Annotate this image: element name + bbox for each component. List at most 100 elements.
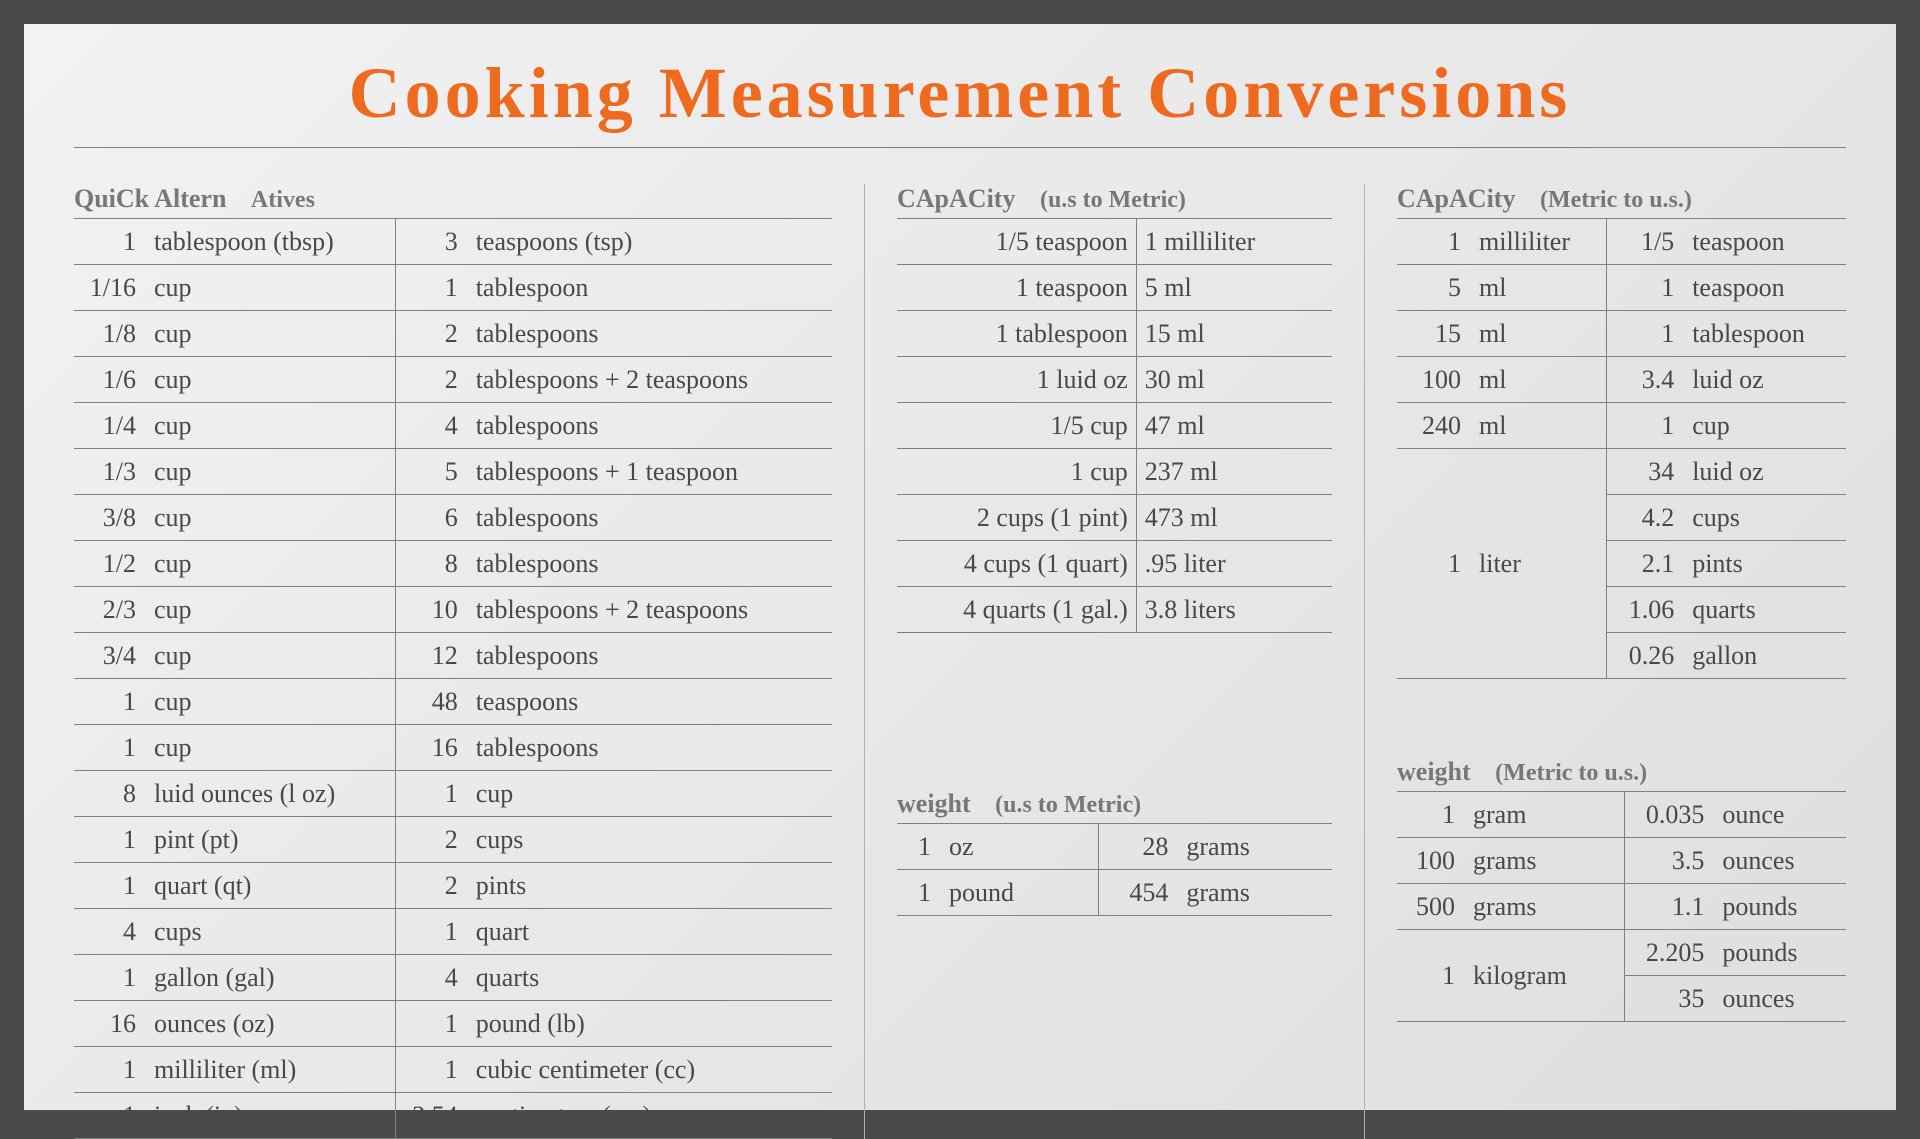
table-row: 1 tablespoon15 ml [897, 311, 1332, 357]
section-header-weight-us-a: weight [897, 789, 971, 818]
table-cell: tablespoons [468, 633, 832, 679]
table-cell: 1/5 cup [897, 403, 1136, 449]
table-row: 100ml3.4luid oz [1397, 357, 1846, 403]
table-row: 8luid ounces (l oz)1cup [74, 771, 832, 817]
table-row: 4 quarts (1 gal.)3.8 liters [897, 587, 1332, 633]
table-cell: pounds [1714, 930, 1846, 976]
table-cell: pint (pt) [146, 817, 396, 863]
table-cell: cup [1684, 403, 1846, 449]
table-cell: 10 [396, 587, 468, 633]
table-cell: 100 [1397, 357, 1471, 403]
table-cell: 1 teaspoon [897, 265, 1136, 311]
table-cell: liter [1471, 449, 1606, 679]
table-cell: 6 [396, 495, 468, 541]
table-row: 4cups1quart [74, 909, 832, 955]
table-cell: 1/2 [74, 541, 146, 587]
table-row: 16ounces (oz)1pound (lb) [74, 1001, 832, 1047]
table-cell: 3.4 [1606, 357, 1684, 403]
table-cell: 1/8 [74, 311, 146, 357]
table-cell: 4 [396, 403, 468, 449]
table-cell: pound (lb) [468, 1001, 832, 1047]
columns-layout: QuiCk Altern Atives 1tablespoon (tbsp)3t… [74, 184, 1846, 1139]
table-cell: 2 [396, 357, 468, 403]
table-cell: 1 [897, 824, 941, 870]
table-cell: cup [146, 679, 396, 725]
table-cell: gallon [1684, 633, 1846, 679]
table-cell: 3 [396, 219, 468, 265]
table-cell: 1 [396, 265, 468, 311]
table-cell: luid oz [1684, 449, 1846, 495]
table-cell: pints [1684, 541, 1846, 587]
table-cell: 454 [1098, 870, 1178, 916]
table-cell: kilogram [1465, 930, 1624, 1022]
table-cell: 1 cup [897, 449, 1136, 495]
table-cell: gallon (gal) [146, 955, 396, 1001]
table-cell: 1/4 [74, 403, 146, 449]
table-cell: 1 luid oz [897, 357, 1136, 403]
section-header-cap-metric-a: CApACity [1397, 184, 1515, 213]
table-cell: 1 [74, 679, 146, 725]
section-header-cap-us-a: CApACity [897, 184, 1015, 213]
table-cell: ml [1471, 403, 1606, 449]
table-cell: 15 ml [1136, 311, 1332, 357]
table-cell: 1.06 [1606, 587, 1684, 633]
table-cell: tablespoon (tbsp) [146, 219, 396, 265]
table-cell: 1 [74, 955, 146, 1001]
table-row: 1tablespoon (tbsp)3teaspoons (tsp) [74, 219, 832, 265]
table-cell: ml [1471, 357, 1606, 403]
table-cell: 1 [897, 870, 941, 916]
table-row: 1gram0.035ounce [1397, 792, 1846, 838]
table-cell: 16 [74, 1001, 146, 1047]
table-cell: 5 [396, 449, 468, 495]
table-cell: grams [1178, 824, 1332, 870]
column-quick-alternatives: QuiCk Altern Atives 1tablespoon (tbsp)3t… [74, 184, 864, 1139]
section-header-weight-us-b: (u.s to Metric) [995, 792, 1141, 818]
table-cell: tablespoons [468, 541, 832, 587]
table-cell: 500 [1397, 884, 1465, 930]
table-row: 1cup16tablespoons [74, 725, 832, 771]
table-cell: cup [146, 587, 396, 633]
table-row: 1oz28grams [897, 824, 1332, 870]
table-cell: 1/3 [74, 449, 146, 495]
table-cell: quarts [468, 955, 832, 1001]
table-cell: teaspoons (tsp) [468, 219, 832, 265]
table-cell: ounces [1714, 976, 1846, 1022]
table-row: 1 luid oz30 ml [897, 357, 1332, 403]
table-cell: tablespoons [468, 403, 832, 449]
table-cell: cups [1684, 495, 1846, 541]
table-cell: 1 [1397, 449, 1471, 679]
table-cell: 1/5 [1606, 219, 1684, 265]
table-row: 1/8cup2tablespoons [74, 311, 832, 357]
table-row: 5ml1teaspoon [1397, 265, 1846, 311]
table-cell: 0.035 [1624, 792, 1714, 838]
table-cell: 8 [74, 771, 146, 817]
table-cell: 2 [396, 311, 468, 357]
table-row: 1inch (in)2.54centimeters (cm) [74, 1093, 832, 1139]
section-header-quick-a: QuiCk Altern [74, 184, 226, 213]
table-cell: oz [941, 824, 1098, 870]
table-cell: 1 [1606, 403, 1684, 449]
table-cell: 3/4 [74, 633, 146, 679]
table-cell: 1 [396, 909, 468, 955]
section-header-cap-us-b: (u.s to Metric) [1040, 187, 1186, 213]
table-cell: luid ounces (l oz) [146, 771, 396, 817]
table-cell: tablespoons [468, 725, 832, 771]
table-cell: tablespoons + 2 teaspoons [468, 587, 832, 633]
table-row: 1/2cup8tablespoons [74, 541, 832, 587]
table-capacity-metric-us: 1milliliter1/5teaspoon5ml1teaspoon15ml1t… [1397, 219, 1846, 679]
section-header-weight-us: weight (u.s to Metric) [897, 789, 1332, 824]
section-header-cap-metric: CApACity (Metric to u.s.) [1397, 184, 1846, 219]
table-cell: 1 tablespoon [897, 311, 1136, 357]
table-cell: 1 [396, 1001, 468, 1047]
table-cell: .95 liter [1136, 541, 1332, 587]
table-cell: 47 ml [1136, 403, 1332, 449]
table-row: 1 teaspoon5 ml [897, 265, 1332, 311]
table-cell: 1/5 teaspoon [897, 219, 1136, 265]
table-cell: 2.205 [1624, 930, 1714, 976]
table-cell: 5 [1397, 265, 1471, 311]
table-quick-alternatives: 1tablespoon (tbsp)3teaspoons (tsp)1/16cu… [74, 219, 832, 1139]
table-cell: ounces (oz) [146, 1001, 396, 1047]
table-cell: 1 [1397, 930, 1465, 1022]
table-cell: 1 [1397, 792, 1465, 838]
table-row: 1cup48teaspoons [74, 679, 832, 725]
